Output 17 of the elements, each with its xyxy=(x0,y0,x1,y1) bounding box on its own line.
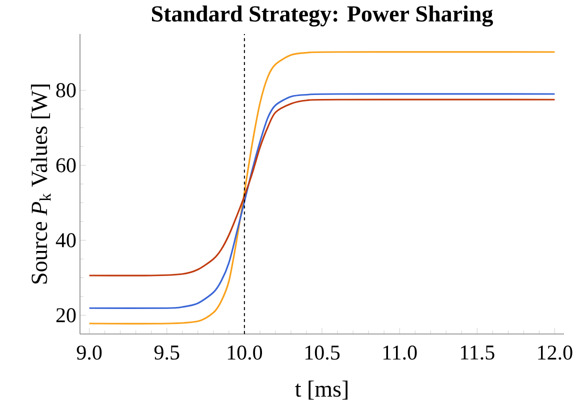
x-tick-label: 9.5 xyxy=(154,346,180,360)
line-series xyxy=(88,51,556,324)
y-tick-label: 20 xyxy=(56,308,76,322)
y-tick-label: 80 xyxy=(56,83,76,98)
line-series xyxy=(88,98,556,276)
chart-title: Standard Strategy: Power Sharing xyxy=(152,5,493,26)
x-tick-label: 9.0 xyxy=(76,346,102,360)
x-tick-label: 11.0 xyxy=(383,346,417,360)
x-tick-label: 11.5 xyxy=(460,346,494,360)
x-axis-title: t [ms] xyxy=(295,380,348,400)
line-series xyxy=(88,93,556,309)
x-tick-label: 10.0 xyxy=(228,346,262,360)
y-axis-title: Source P$_{k}$ Values [W] xyxy=(30,84,51,284)
y-tick-label: 40 xyxy=(56,233,76,248)
x-tick-label: 10.5 xyxy=(305,346,340,360)
y-tick-label: 60 xyxy=(56,158,76,172)
x-tick-label: 12.0 xyxy=(538,346,572,360)
